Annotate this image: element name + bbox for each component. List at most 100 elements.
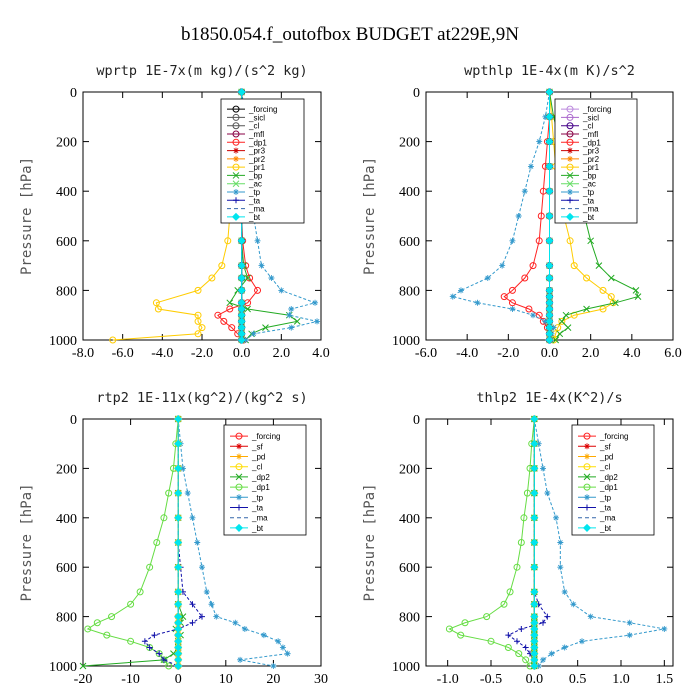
data-point <box>513 563 521 571</box>
data-point <box>505 632 512 639</box>
panel-title: rtp2 1E-11x(kg^2)/(kg^2 s) <box>96 390 307 406</box>
data-point <box>557 564 564 571</box>
x-tick-label: -8.0 <box>72 346 94 361</box>
data-point <box>445 625 453 633</box>
data-point <box>199 613 205 620</box>
legend-marker <box>584 504 590 511</box>
data-point <box>174 489 183 498</box>
data-point <box>275 638 282 645</box>
data-point <box>237 236 246 245</box>
legend-marker <box>565 212 575 221</box>
data-point <box>213 613 220 620</box>
data-point <box>544 490 551 497</box>
legend-marker <box>584 494 590 501</box>
data-point <box>607 293 615 301</box>
x-tick-label: 0.0 <box>233 346 251 361</box>
legend-marker <box>566 122 574 130</box>
data-point <box>194 539 201 546</box>
data-point <box>545 335 554 345</box>
data-point <box>566 237 574 245</box>
data-point <box>612 299 619 307</box>
data-point <box>545 211 554 221</box>
data-point <box>84 625 92 633</box>
x-tick-label: 0.0 <box>541 346 559 361</box>
data-point <box>540 619 546 626</box>
data-point <box>165 662 173 670</box>
data-point <box>246 274 254 282</box>
data-point <box>254 237 261 244</box>
data-point <box>179 465 186 472</box>
legend-marker <box>232 163 240 171</box>
data-point <box>579 638 585 645</box>
x-tick-label: 2.0 <box>582 346 600 361</box>
data-point <box>218 262 226 270</box>
data-point <box>558 318 566 325</box>
data-point <box>189 514 196 521</box>
data-point <box>286 312 293 319</box>
y-tick-label: 800 <box>399 284 420 299</box>
data-point <box>527 163 534 170</box>
data-point <box>542 318 549 325</box>
data-point <box>545 87 554 97</box>
data-point <box>530 538 539 547</box>
data-point <box>79 662 87 670</box>
x-tick-label: 0.5 <box>569 672 587 687</box>
data-point <box>244 305 251 313</box>
legend-marker <box>232 105 240 113</box>
data-point <box>545 137 554 146</box>
y-tick-label: 1000 <box>49 334 77 349</box>
legend-marker <box>567 147 573 154</box>
data-point <box>530 464 539 473</box>
data-point <box>174 464 183 473</box>
data-point <box>530 600 539 609</box>
data-point <box>224 237 232 245</box>
data-point <box>237 273 246 283</box>
legend-label: _pd <box>251 453 265 462</box>
legend-marker <box>233 197 239 204</box>
legend-label: _dp2 <box>599 473 618 482</box>
legend-label: _dp1 <box>251 483 270 492</box>
legend: _forcing_sf _pd_cl_dp2_dp1_tp _ta_ma_bt <box>571 424 655 536</box>
data-point <box>545 187 554 196</box>
data-point <box>509 306 516 312</box>
data-point <box>530 414 539 424</box>
legend-label: _forcing <box>248 105 277 114</box>
data-point <box>483 613 491 621</box>
data-point <box>661 625 668 632</box>
data-point <box>553 514 559 521</box>
data-point <box>151 632 158 639</box>
x-tick-label: -6.0 <box>415 346 437 361</box>
data-point <box>599 305 607 313</box>
legend-label: _sicl <box>582 113 599 122</box>
data-point <box>174 563 183 572</box>
legend-marker <box>232 172 240 179</box>
data-point <box>542 113 549 120</box>
legend-label: _bp <box>248 171 263 180</box>
data-point <box>127 637 135 645</box>
legend-marker <box>235 432 243 440</box>
data-point <box>530 661 539 671</box>
legend-label: _ta <box>582 196 595 205</box>
legend: _forcing_sicl_cl_mfl_dp1_pr3_pr2_pr1_bp_… <box>554 98 638 224</box>
page-title: b1850.054.f_outofbox BUDGET at229E,9N <box>181 24 519 45</box>
data-point <box>93 619 101 627</box>
data-point <box>561 644 568 651</box>
legend-label: _bt <box>251 524 264 533</box>
x-tick-label: 2.0 <box>273 346 291 361</box>
data-point <box>537 212 545 220</box>
legend-marker <box>566 105 574 113</box>
legend: _forcing_sicl_cl_mfl_dp1_pr3_pr2_pr1_bp_… <box>220 98 305 224</box>
legend-marker <box>566 130 574 138</box>
series-bt <box>174 414 183 671</box>
legend: _forcing_sf _pd_cl_dp2_dp1_tp _ta_ma_bt <box>223 424 307 536</box>
data-point <box>226 305 234 313</box>
panel-4: thlp2 1E-4x(K^2)/s Pressure [hPa] 0 200 400 6… <box>362 390 674 687</box>
data-point <box>529 262 537 270</box>
legend-label: _ma <box>582 205 599 214</box>
legend-label: _ma <box>251 514 268 523</box>
data-point <box>515 213 522 219</box>
legend-marker <box>236 453 242 460</box>
legend-label: _tp <box>248 188 261 197</box>
series-line <box>448 418 535 667</box>
